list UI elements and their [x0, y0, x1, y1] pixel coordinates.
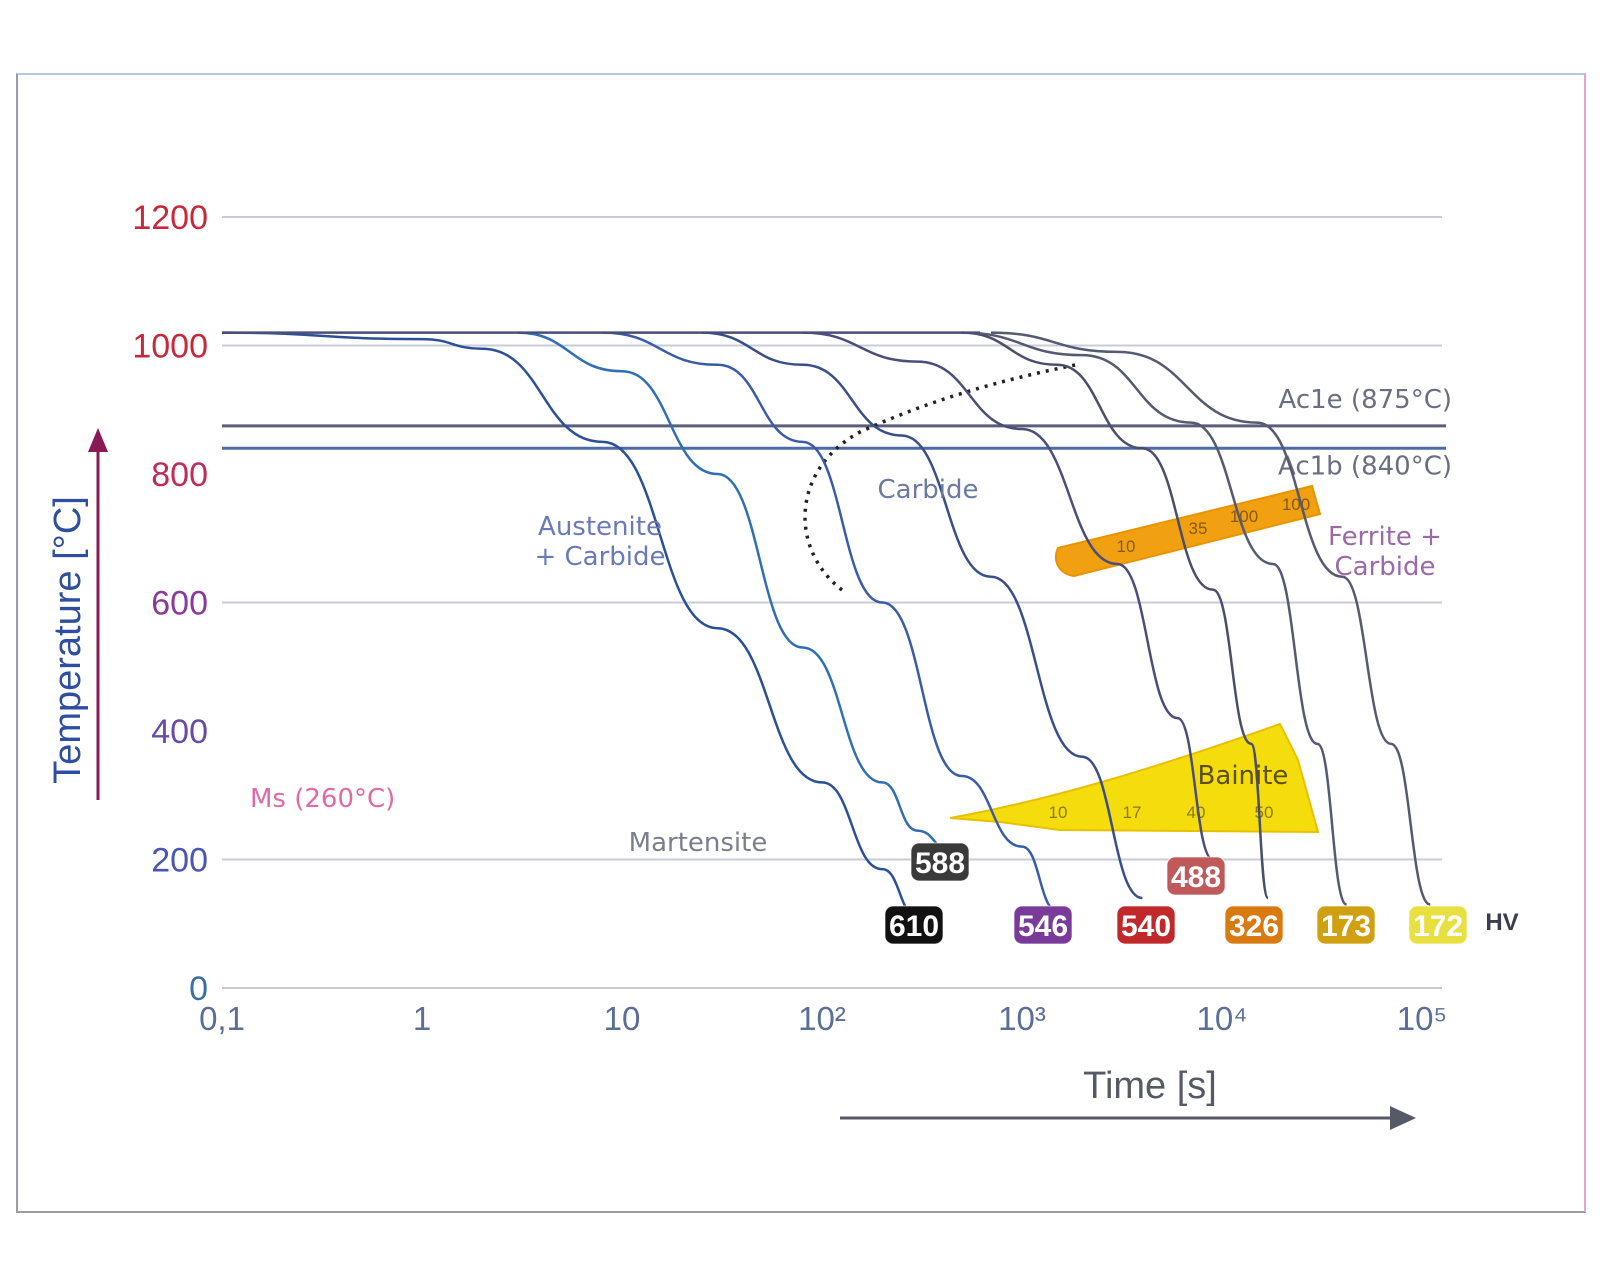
- transformation-zones: 10 17 40 50 10 35 100 100: [803, 362, 1322, 834]
- hardness-badge-bg: [910, 842, 970, 882]
- x-tick-label: 10: [604, 1000, 641, 1037]
- bainite-percent: 50: [1255, 803, 1274, 822]
- hardness-badge-bg: [1166, 856, 1226, 896]
- x-tick-label: 0,1: [199, 1000, 245, 1037]
- y-tick-labels: 0 200 400 600 800 1000 1200: [132, 199, 208, 1008]
- region-label: Austenite + Carbide: [534, 512, 665, 572]
- hardness-badge-value: 588: [915, 847, 965, 880]
- hardness-badge-bg: [884, 905, 944, 945]
- region-label: Martensite: [629, 828, 768, 858]
- region-label: Carbide: [877, 475, 978, 505]
- bainite-percent: 17: [1123, 803, 1142, 822]
- cooling-curve-488: [802, 331, 1214, 861]
- y-tick-label: 400: [151, 713, 208, 751]
- x-axis-arrowhead: [1390, 1106, 1416, 1130]
- cooling-curve-610: [221, 331, 918, 919]
- cooling-curve-546: [602, 331, 1058, 913]
- cooling-curve-540: [701, 331, 1143, 900]
- hardness-badge-bg: [1224, 905, 1284, 945]
- x-tick-label: 10³: [998, 1000, 1046, 1037]
- carbide-boundary-dotted: [803, 362, 1081, 592]
- region-label: Bainite: [1198, 761, 1289, 791]
- hardness-badge-value: 326: [1229, 910, 1279, 943]
- x-tick-label: 10²: [798, 1000, 846, 1037]
- hardness-badge-value: 488: [1171, 861, 1221, 894]
- region-label-line: Ferrite +: [1328, 522, 1442, 552]
- y-axis-arrowhead: [88, 428, 108, 452]
- region-label: Ferrite + Carbide: [1328, 522, 1442, 582]
- bainite-percent: 10: [1049, 803, 1068, 822]
- region-label-line: + Carbide: [534, 542, 665, 572]
- chart-frame: [16, 73, 1586, 1213]
- hardness-badge-bg: [1408, 905, 1468, 945]
- y-tick-label: 1200: [132, 199, 208, 237]
- hardness-unit-label: HV: [1485, 909, 1518, 936]
- bainite-zone: [949, 722, 1320, 834]
- hardness-badge-value: 172: [1413, 910, 1463, 943]
- y-tick-label: 0: [189, 970, 208, 1008]
- y-tick-label: 600: [151, 585, 208, 623]
- x-tick-labels: 0,1 1 10 10² 10³ 10⁴ 10⁵: [199, 1000, 1447, 1037]
- hardness-badge-bg: [1116, 905, 1176, 945]
- cooling-curve-172: [991, 331, 1431, 906]
- y-axis-title: Temperature [°C]: [47, 496, 89, 784]
- cooling-curve-326: [961, 331, 1270, 900]
- hardness-badge-bg: [1316, 905, 1376, 945]
- y-axis-title-group: Temperature [°C]: [47, 428, 108, 800]
- ferrite-percent: 100: [1230, 507, 1258, 526]
- y-tick-label: 200: [151, 842, 208, 880]
- x-axis-title: Time [s]: [1083, 1065, 1217, 1107]
- region-label-line: Bainite: [1198, 761, 1289, 791]
- x-tick-label: 10⁴: [1197, 1000, 1248, 1037]
- cooling-curve-173: [961, 331, 1348, 906]
- y-tick-label: 800: [151, 456, 208, 494]
- y-tick-label: 1000: [132, 328, 208, 366]
- gridlines: [222, 216, 1442, 989]
- ferrite-percent: 10: [1117, 537, 1136, 556]
- region-label-line: Carbide: [877, 475, 978, 505]
- hardness-badge-value: 540: [1121, 910, 1171, 943]
- hline-label: Ac1b (840°C): [1278, 451, 1452, 481]
- hardness-badge-bg: [1013, 905, 1073, 945]
- hline-label: Ac1e (875°C): [1279, 385, 1453, 415]
- x-tick-label: 1: [413, 1000, 431, 1037]
- x-tick-label: 10⁵: [1397, 1000, 1447, 1037]
- hardness-badge-value: 546: [1018, 910, 1068, 943]
- cooling-curve-588: [517, 331, 953, 855]
- region-label-line: Martensite: [629, 828, 768, 858]
- hardness-badge-value: 173: [1321, 910, 1371, 943]
- ferrite-carbide-zone: [1055, 484, 1322, 578]
- ferrite-percent: 100: [1282, 495, 1310, 514]
- transformation-lines: Ac1e (875°C) Ac1b (840°C) Ms (260°C): [222, 385, 1453, 823]
- region-label-line: Austenite: [538, 512, 662, 542]
- hline-label: Ms (260°C): [250, 784, 395, 814]
- bainite-percent: 40: [1187, 803, 1206, 822]
- hardness-badge-value: 610: [889, 910, 939, 943]
- region-label-line: Carbide: [1334, 552, 1435, 582]
- x-axis-title-group: Time [s]: [840, 1065, 1416, 1130]
- ferrite-percent: 35: [1189, 519, 1208, 538]
- cooling-curves: [221, 331, 1431, 919]
